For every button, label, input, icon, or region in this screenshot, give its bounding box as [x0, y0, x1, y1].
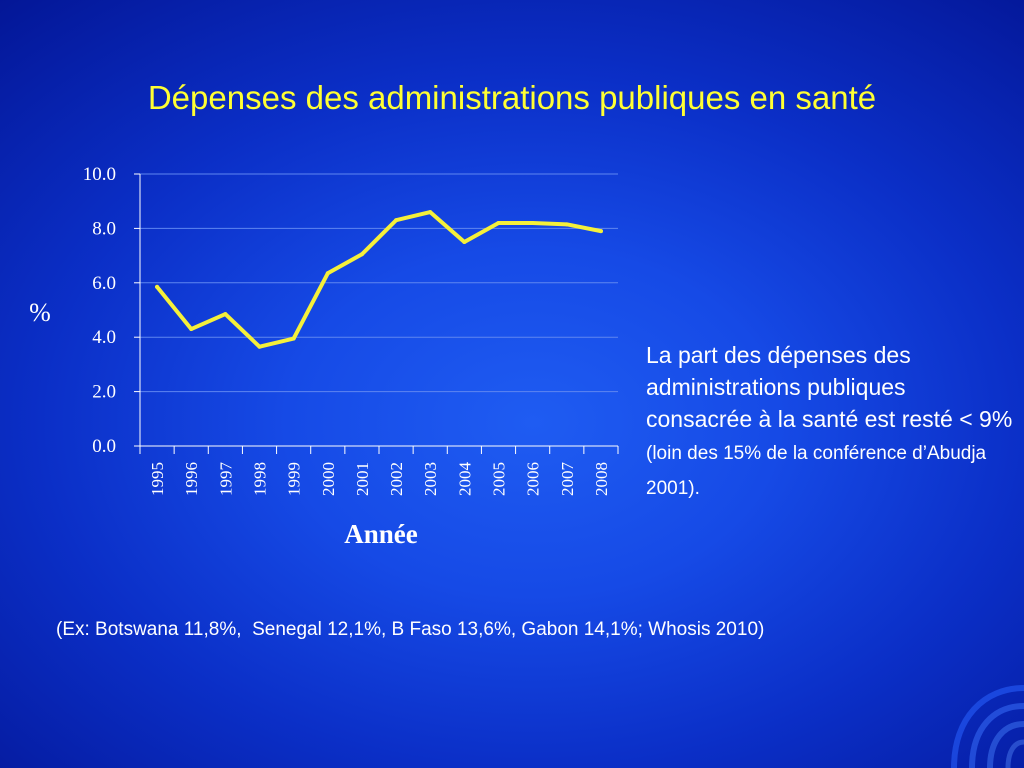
data-point	[155, 284, 160, 289]
data-point	[462, 240, 467, 244]
data-point	[223, 312, 228, 317]
line-chart: 0.0 2.0 4.0 6.0 8.0 10.0 1995 1996 1997 1998 1999…	[29, 164, 619, 549]
decorative-swirl	[914, 678, 1024, 768]
y-tick-labels: 0.0 2.0 4.0 6.0 8.0 10.0	[83, 164, 116, 457]
side-note-small: (loin des 15% de la conférence d’Abudja …	[646, 443, 987, 499]
gridlines	[140, 173, 618, 393]
data-point	[189, 327, 194, 332]
x-tick-label: 2004	[455, 462, 474, 497]
x-tick-label: 1998	[251, 462, 270, 496]
x-axis-label: Année	[344, 519, 418, 549]
data-point	[257, 344, 262, 349]
x-tick-label: 2008	[592, 462, 611, 496]
series-lines	[155, 210, 603, 349]
x-tick-labels: 1995 1996 1997 1998 1999 2000 2001 2002 2003 2004…	[148, 462, 611, 497]
x-tick-label: 2002	[387, 462, 406, 496]
y-tick-label: 6.0	[92, 273, 116, 294]
y-tick-label: 8.0	[92, 218, 116, 239]
x-tick-label: 2006	[524, 462, 543, 496]
x-tick-label: 2001	[353, 462, 372, 496]
y-tick-label: 0.0	[92, 436, 116, 457]
side-note-main: La part des dépenses des administrations…	[646, 342, 1013, 432]
x-tick-label: 1997	[216, 462, 235, 497]
x-tick-label: 2000	[319, 462, 338, 496]
y-tick-label: 10.0	[83, 164, 116, 185]
data-point	[598, 229, 603, 234]
x-tick-label: 2003	[421, 462, 440, 496]
x-tick-label: 2007	[558, 462, 577, 497]
x-tick-label: 1999	[285, 462, 304, 496]
axes	[134, 173, 619, 454]
data-point	[325, 271, 330, 276]
x-tick-label: 1996	[182, 462, 201, 496]
x-tick-label: 2005	[490, 462, 509, 496]
data-point	[394, 218, 399, 223]
data-point	[359, 252, 364, 257]
footnote: (Ex: Botswana 11,8%, Senegal 12,1%, B Fa…	[56, 619, 765, 640]
slide-title: Dépenses des administrations publiques e…	[147, 79, 877, 116]
data-point	[496, 220, 501, 225]
y-tick-label: 4.0	[92, 327, 116, 348]
series-line	[155, 210, 603, 349]
x-tick-label: 1995	[148, 462, 167, 496]
y-tick-label: 2.0	[92, 382, 116, 403]
data-point	[291, 336, 296, 341]
y-axis-label: %	[29, 298, 51, 327]
data-point	[428, 210, 433, 215]
data-point	[530, 220, 535, 225]
side-note: La part des dépenses des administrations…	[646, 339, 1018, 505]
swirl-graphic	[951, 685, 1024, 768]
data-point	[564, 222, 569, 227]
